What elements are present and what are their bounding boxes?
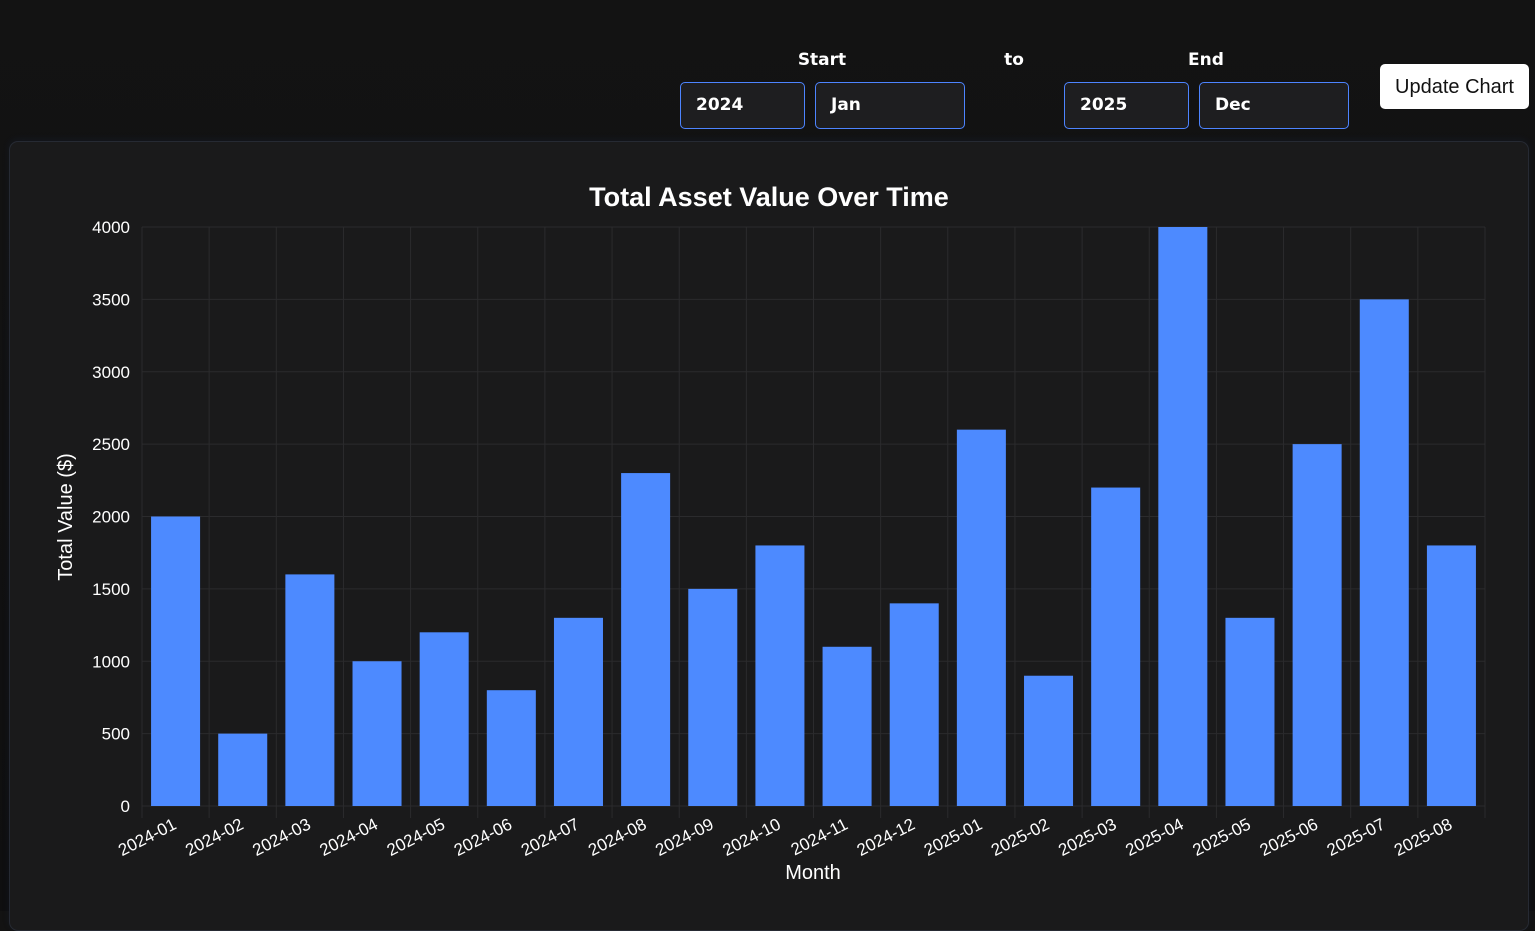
bar-2025-06[interactable]	[1292, 444, 1342, 806]
y-tick-label: 3500	[92, 290, 130, 309]
bar-2025-04[interactable]	[1158, 227, 1208, 806]
x-tick-label: 2024-08	[585, 815, 649, 860]
bar-2024-04[interactable]	[352, 661, 402, 806]
bar-2025-01[interactable]	[956, 429, 1006, 806]
y-tick-label: 3000	[92, 363, 130, 382]
x-tick-label: 2024-10	[720, 815, 784, 860]
bar-2024-05[interactable]	[419, 632, 469, 806]
bar-2024-06[interactable]	[486, 690, 536, 806]
bar-2024-11[interactable]	[822, 646, 872, 806]
grid-lines	[141, 226, 1486, 818]
x-tick-label: 2024-03	[249, 815, 313, 860]
start-label: Start	[797, 50, 847, 70]
bar-chart: 0 500 1000 1500 2000 2500 3000 3500 4000 2024-01…	[55, 182, 1486, 884]
bar-2025-08[interactable]	[1426, 545, 1476, 806]
bar-2025-03[interactable]	[1091, 487, 1141, 806]
y-tick-labels: 0 500 1000 1500 2000 2500 3000 3500 4000	[92, 218, 130, 816]
y-tick-label: 1500	[92, 580, 130, 599]
y-axis-label: Total Value ($)	[55, 453, 77, 580]
start-year-select[interactable]: 2024	[680, 82, 805, 129]
x-tick-label: 2024-04	[317, 815, 381, 860]
bar-2025-02[interactable]	[1024, 675, 1074, 806]
bar-2024-02[interactable]	[218, 733, 268, 806]
y-tick-label: 2000	[92, 508, 130, 527]
x-tick-label: 2025-05	[1190, 815, 1254, 860]
x-tick-labels: 2024-01 2024-02 2024-03 2024-04 2024-05 2024-…	[115, 815, 1455, 860]
y-tick-label: 0	[121, 797, 130, 816]
x-tick-label: 2025-06	[1257, 815, 1321, 860]
x-tick-label: 2024-02	[182, 815, 246, 860]
x-tick-label: 2024-11	[788, 815, 851, 860]
x-tick-label: 2025-07	[1324, 815, 1388, 860]
y-tick-label: 1000	[92, 652, 130, 671]
x-tick-label: 2025-08	[1391, 815, 1455, 860]
y-tick-label: 500	[102, 725, 130, 744]
bar-2024-08[interactable]	[621, 473, 671, 806]
date-range-controls: Start to End 2024 Jan 2025 Dec Update Ch…	[0, 0, 1535, 140]
start-month-select[interactable]: Jan	[815, 82, 965, 129]
y-tick-label: 2500	[92, 435, 130, 454]
x-tick-label: 2024-05	[384, 815, 448, 860]
bars	[151, 227, 1476, 806]
chart-title: Total Asset Value Over Time	[589, 182, 949, 212]
bar-2024-03[interactable]	[285, 574, 335, 806]
x-tick-label: 2024-06	[451, 815, 515, 860]
x-tick-label: 2024-12	[854, 815, 918, 860]
x-tick-label: 2025-04	[1122, 815, 1186, 860]
x-tick-label: 2024-07	[518, 815, 582, 860]
bar-2025-05[interactable]	[1225, 617, 1275, 806]
x-axis-label: Month	[785, 862, 841, 884]
to-label: to	[1004, 50, 1024, 70]
bar-2024-12[interactable]	[889, 603, 939, 806]
x-tick-label: 2024-01	[115, 815, 179, 860]
end-month-select[interactable]: Dec	[1199, 82, 1349, 129]
x-tick-label: 2024-09	[652, 815, 716, 860]
x-tick-label: 2025-01	[921, 815, 985, 860]
x-tick-label: 2025-03	[1055, 815, 1119, 860]
end-year-select[interactable]: 2025	[1064, 82, 1189, 129]
bar-2025-07[interactable]	[1359, 299, 1409, 806]
end-label: End	[1188, 50, 1224, 70]
update-chart-button[interactable]: Update Chart	[1380, 64, 1529, 109]
x-tick-label: 2025-02	[988, 815, 1052, 860]
y-tick-label: 4000	[92, 218, 130, 237]
bar-2024-10[interactable]	[755, 545, 805, 806]
bar-2024-09[interactable]	[688, 588, 738, 806]
bar-2024-07[interactable]	[553, 617, 603, 806]
bar-2024-01[interactable]	[151, 516, 201, 807]
